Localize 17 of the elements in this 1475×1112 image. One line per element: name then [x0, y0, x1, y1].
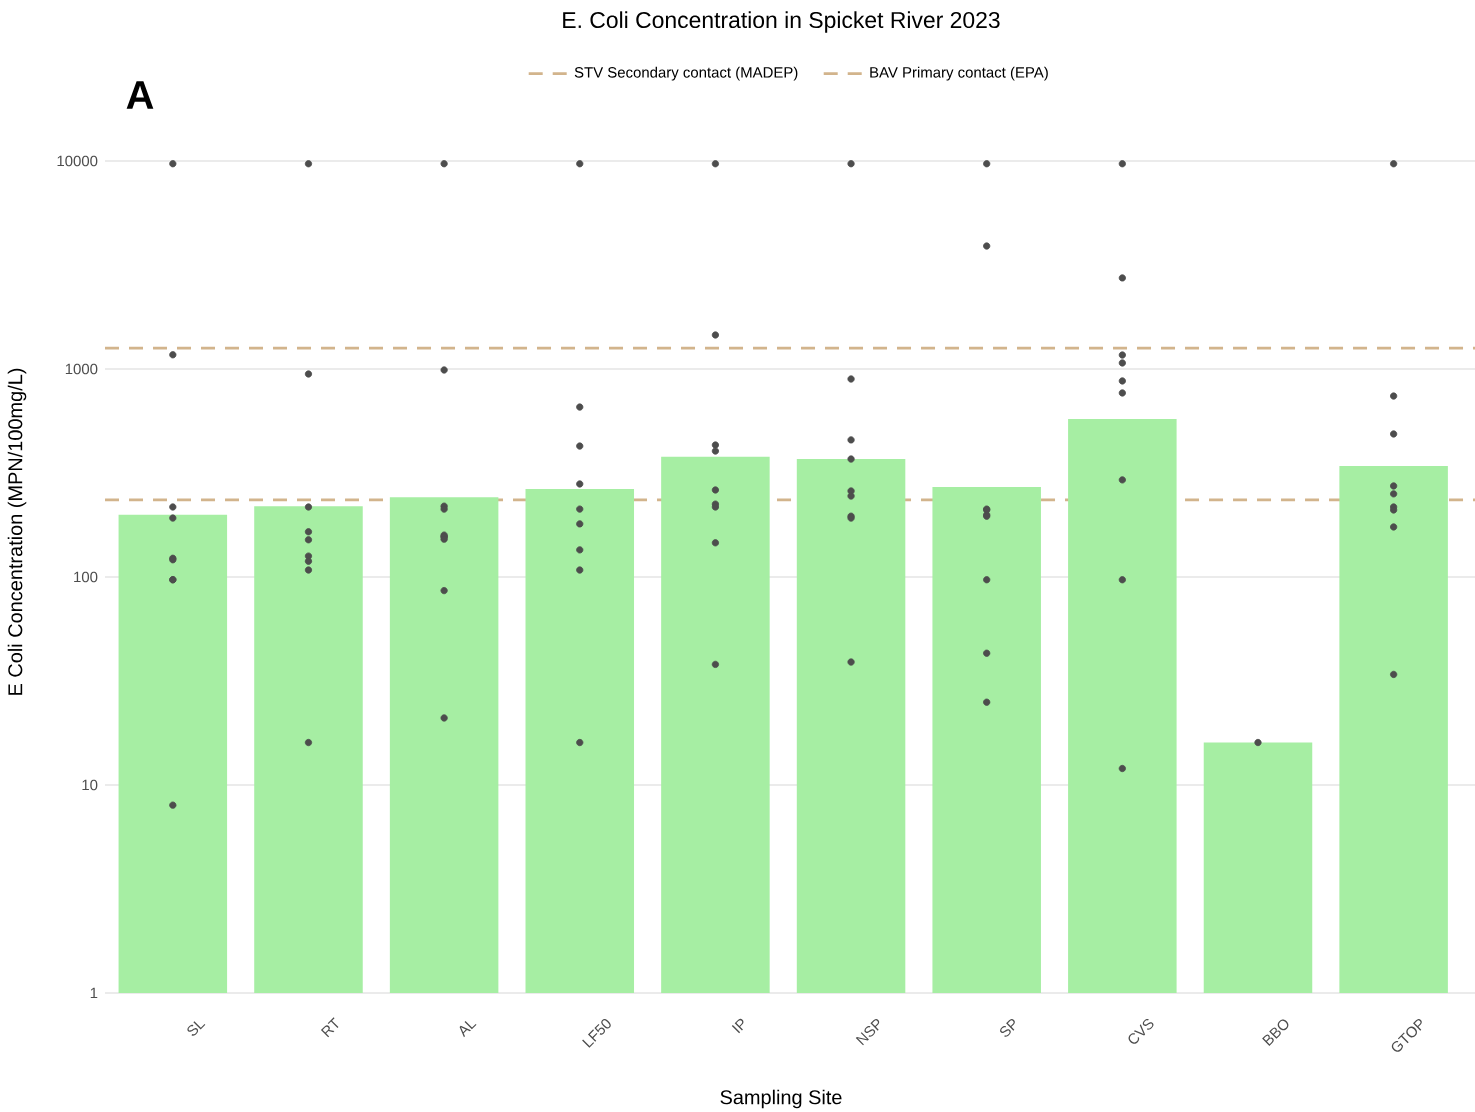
y-tick-label: 10000 — [57, 155, 98, 167]
y-tick-label: 1 — [90, 987, 98, 999]
chart-title: E. Coli Concentration in Spicket River 2023 — [563, 11, 1000, 33]
x-tick-label: CVS — [1128, 1018, 1154, 1044]
y-axis-title: E Coli Concentration (MPN/100mg/L) — [7, 368, 27, 695]
x-axis-title: Sampling Site — [720, 1089, 842, 1109]
x-tick-label: SP — [1000, 1018, 1015, 1037]
y-tick-label: 100 — [74, 571, 98, 583]
x-tick-label: AL — [459, 1021, 477, 1038]
text: A — [126, 81, 154, 109]
x-tick-label: SL — [187, 1021, 206, 1036]
x-tick-label: RT — [320, 1017, 339, 1038]
legend-label: STV Secondary contact (MADEP) — [574, 66, 798, 81]
y-tick-label: 10 — [82, 779, 98, 791]
x-tick-label: IP — [731, 1018, 744, 1034]
legend-label: BAV Primary contact (EPA) — [870, 66, 1048, 81]
y-tick-label: 1000 — [65, 363, 98, 375]
